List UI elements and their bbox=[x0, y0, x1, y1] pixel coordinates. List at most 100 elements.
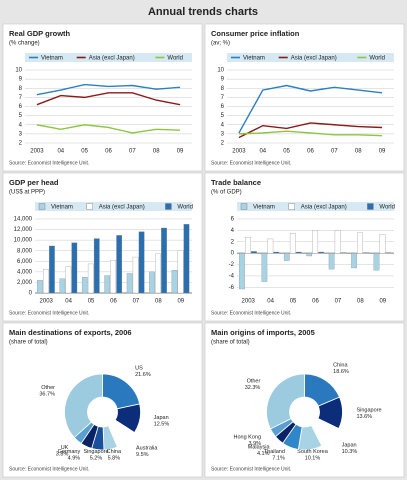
legend-label: Vietnam bbox=[41, 55, 63, 61]
bar bbox=[171, 270, 178, 294]
slice-value-label: 7.1% bbox=[272, 455, 285, 461]
slice-value-label: 3.9% bbox=[248, 441, 261, 447]
x-tick-label: 06 bbox=[110, 299, 117, 305]
line bbox=[36, 83, 181, 96]
bar bbox=[363, 252, 369, 254]
bar bbox=[104, 275, 111, 294]
slice-label: Germany bbox=[58, 449, 81, 455]
legend-label: World bbox=[379, 204, 395, 210]
slice-value-label: 21.6% bbox=[135, 372, 151, 378]
bar bbox=[161, 227, 167, 294]
chart-subtitle: (US$ at PPP) bbox=[9, 190, 45, 196]
bar bbox=[87, 263, 94, 294]
bar bbox=[318, 251, 325, 254]
bar bbox=[59, 278, 66, 294]
bar bbox=[357, 232, 363, 254]
x-tick-label: 09 bbox=[177, 149, 184, 155]
line bbox=[36, 124, 181, 134]
y-tick-label: 4 bbox=[221, 122, 225, 128]
bar bbox=[71, 242, 78, 294]
bar bbox=[351, 253, 357, 269]
chart-subtitle: (% change) bbox=[9, 41, 40, 47]
chart-title: Real GDP growth bbox=[9, 29, 71, 38]
x-tick-label: 07 bbox=[133, 299, 140, 305]
y-tick-label: 7 bbox=[19, 95, 23, 101]
chart-subtitle: (av; %) bbox=[211, 41, 230, 47]
bar bbox=[251, 251, 257, 254]
y-tick-label: 8 bbox=[19, 86, 23, 92]
x-tick-label: 07 bbox=[331, 149, 338, 155]
bar bbox=[273, 251, 280, 254]
legend-swatch bbox=[86, 203, 93, 210]
line bbox=[238, 122, 383, 139]
x-tick-label: 2003 bbox=[30, 149, 44, 155]
legend-label: World bbox=[167, 55, 183, 61]
bar bbox=[81, 276, 88, 294]
line bbox=[238, 84, 383, 134]
legend-label: Asia (excl Japan) bbox=[291, 55, 337, 61]
y-tick-label: 0 bbox=[29, 291, 33, 297]
x-tick-label: 06 bbox=[307, 149, 314, 155]
line bbox=[238, 130, 383, 137]
legend-swatch bbox=[288, 203, 295, 210]
bar bbox=[126, 273, 133, 294]
y-tick-label: 2 bbox=[221, 141, 225, 147]
legend-label: World bbox=[369, 55, 385, 61]
slice-value-label: 10.3% bbox=[342, 449, 358, 455]
slice-value-label: 5.2% bbox=[90, 455, 103, 461]
legend-label: Vietnam bbox=[51, 204, 73, 210]
x-tick-label: 06 bbox=[105, 149, 112, 155]
source: Source: Economist Intelligence Unit. bbox=[9, 160, 89, 166]
y-tick-label: 4 bbox=[19, 122, 23, 128]
chart-title: Main destinations of exports, 2006 bbox=[9, 328, 132, 337]
bar bbox=[245, 237, 251, 254]
x-tick-label: 05 bbox=[81, 149, 88, 155]
slice-label: Other bbox=[247, 379, 261, 385]
y-tick-label: 3 bbox=[221, 131, 225, 137]
legend-label: Asia (excl Japan) bbox=[89, 55, 135, 61]
y-tick-label: -4 bbox=[229, 274, 235, 280]
slice-value-label: 10.1% bbox=[305, 455, 321, 461]
slice-label: Singapore bbox=[83, 449, 108, 455]
pie-slice bbox=[266, 373, 305, 430]
x-tick-label: 04 bbox=[259, 149, 266, 155]
chart-subtitle: (share of total) bbox=[9, 340, 48, 346]
slice-value-label: 3.8% bbox=[56, 452, 69, 458]
chart-subtitle: (share of total) bbox=[211, 340, 250, 346]
y-tick-label: 3 bbox=[19, 131, 23, 137]
y-tick-label: 5 bbox=[221, 113, 225, 119]
x-tick-label: 05 bbox=[283, 149, 290, 155]
bar bbox=[65, 266, 72, 294]
page-title: Annual trends charts bbox=[148, 6, 258, 18]
x-tick-label: 04 bbox=[65, 299, 72, 305]
pie-slice bbox=[64, 373, 103, 439]
y-tick-label: -6 bbox=[229, 285, 235, 291]
bar bbox=[132, 256, 139, 294]
x-tick-label: 07 bbox=[335, 299, 342, 305]
y-tick-label: 6 bbox=[19, 104, 23, 110]
slice-value-label: 36.7% bbox=[39, 391, 55, 397]
chart-title: Trade balance bbox=[211, 178, 261, 187]
y-tick-label: 9 bbox=[221, 77, 225, 83]
bar bbox=[43, 269, 49, 294]
y-tick-label: 8 bbox=[221, 86, 225, 92]
x-tick-label: 09 bbox=[379, 149, 386, 155]
slice-label: US bbox=[135, 365, 143, 371]
bar bbox=[177, 250, 184, 294]
y-tick-label: 4,000 bbox=[17, 269, 33, 275]
legend-label: Vietnam bbox=[253, 204, 275, 210]
bar bbox=[93, 238, 100, 294]
x-tick-label: 08 bbox=[153, 149, 160, 155]
legend-swatch bbox=[240, 203, 248, 210]
panel bbox=[204, 172, 405, 322]
bar bbox=[116, 235, 123, 294]
bar bbox=[155, 253, 161, 294]
y-tick-label: -2 bbox=[229, 262, 235, 268]
x-tick-label: 2003 bbox=[242, 299, 256, 305]
source: Source: Economist Intelligence Unit. bbox=[9, 466, 89, 472]
bar bbox=[267, 238, 274, 254]
bar bbox=[295, 251, 302, 254]
legend-background bbox=[35, 202, 192, 211]
slice-value-label: 12.5% bbox=[154, 422, 170, 428]
